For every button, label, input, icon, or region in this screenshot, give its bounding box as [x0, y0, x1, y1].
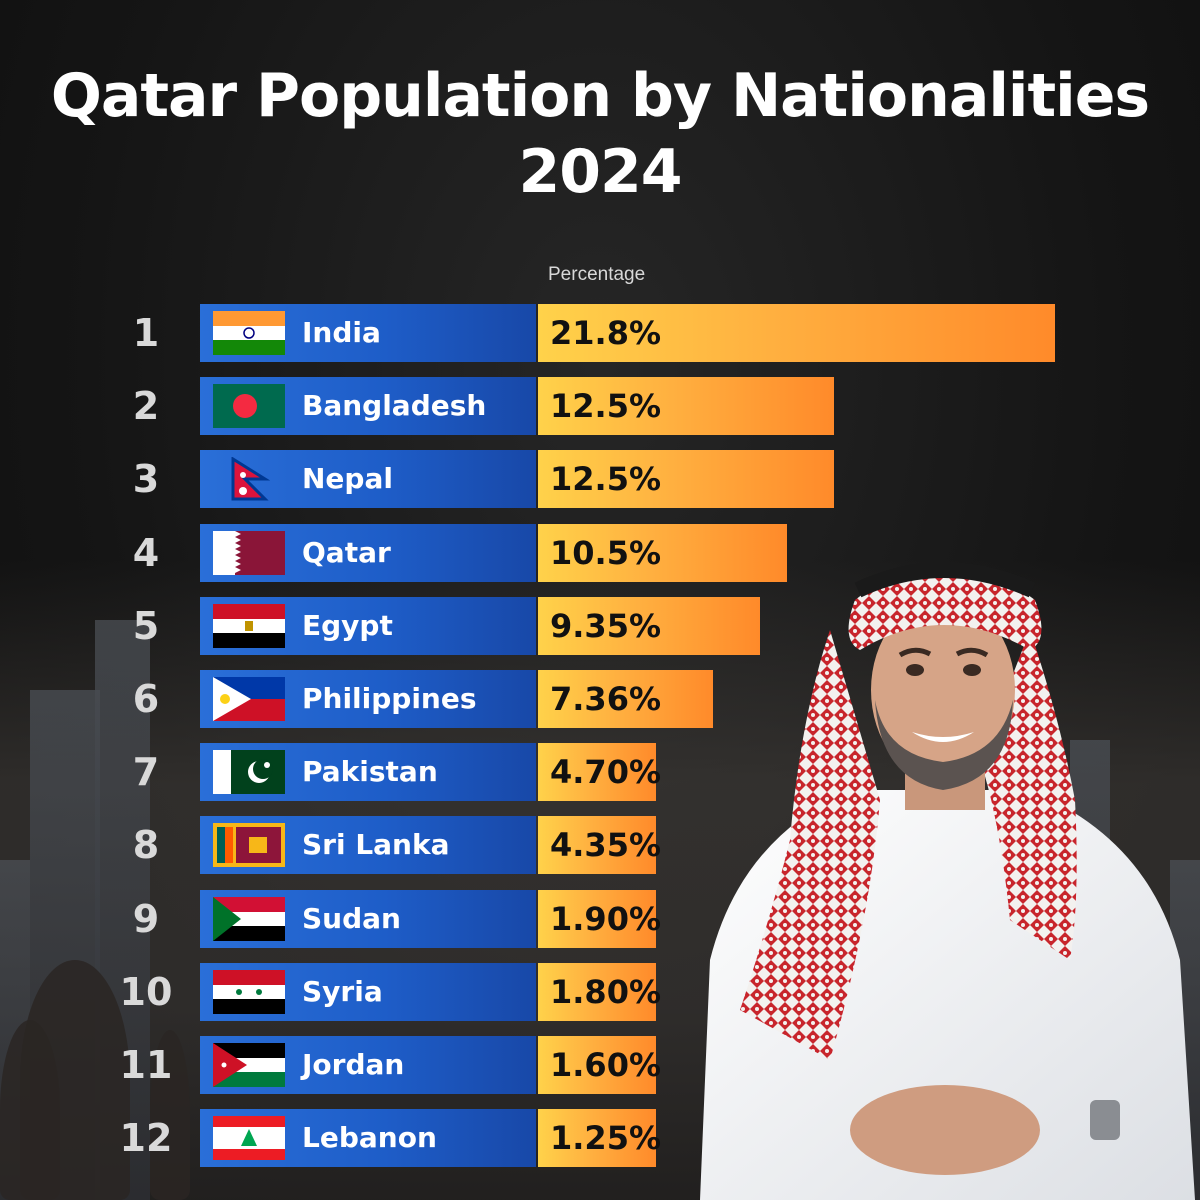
category-label: Lebanon: [302, 1121, 437, 1155]
category-label-box: Nepal: [200, 450, 536, 509]
bar: 7.36%: [538, 670, 713, 728]
category-label-box: Jordan: [200, 1036, 536, 1094]
rank-label: 6: [132, 677, 160, 721]
data-label: 12.5%: [550, 460, 662, 499]
bar: 4.70%: [538, 743, 661, 802]
jordan-flag-icon: [213, 1043, 285, 1087]
category-label-box: Qatar: [200, 523, 536, 582]
bar: 1.80%: [538, 962, 661, 1021]
category-label: Egypt: [302, 608, 393, 642]
category-label-box: Lebanon: [200, 1109, 536, 1168]
bar-row: 9 Sudan 1.90%: [0, 889, 1200, 948]
bar: 1.60%: [538, 1036, 661, 1094]
bar: 1.90%: [538, 889, 661, 948]
rank-label: 4: [132, 530, 160, 575]
category-label: Syria: [302, 974, 383, 1008]
bar-row: 5 Egypt 9.35%: [0, 596, 1200, 655]
bar-row: 11 Jordan 1.60%: [0, 1036, 1200, 1094]
data-label: 7.36%: [550, 680, 662, 718]
pakistan-flag-icon: [213, 750, 285, 795]
category-label: Sudan: [302, 901, 401, 935]
rank-label: 3: [132, 457, 160, 502]
rank-label: 9: [132, 896, 160, 941]
category-label-box: Philippines: [200, 670, 536, 728]
rank-label: 2: [132, 384, 160, 429]
bar-row: 3 Nepal 12.5%: [0, 450, 1200, 509]
bar: 12.5%: [538, 377, 835, 436]
bar: 21.8%: [538, 304, 1055, 362]
data-label: 10.5%: [550, 533, 662, 572]
data-label: 9.35%: [550, 606, 662, 645]
category-label: Nepal: [302, 462, 393, 496]
category-label: Philippines: [302, 682, 477, 715]
category-label-box: India: [200, 304, 536, 362]
rank-label: 12: [119, 1116, 173, 1161]
philippines-flag-icon: [213, 677, 285, 721]
data-label: 12.5%: [550, 387, 662, 426]
bangladesh-flag-icon: [213, 384, 285, 429]
category-label: Pakistan: [302, 755, 438, 789]
sri-lanka-flag-icon: [213, 823, 285, 868]
rank-label: 10: [119, 969, 173, 1014]
category-label-box: Egypt: [200, 596, 536, 655]
bar-row: 2 Bangladesh 12.5%: [0, 377, 1200, 436]
nepal-flag-icon: [213, 457, 285, 501]
lebanon-flag-icon: [213, 1116, 285, 1161]
syria-flag-icon: [213, 969, 285, 1014]
bar-row: 8 Sri Lanka 4.35%: [0, 816, 1200, 875]
data-label: 4.35%: [550, 826, 662, 865]
man-in-ghutra-image: [700, 562, 1195, 1200]
bar: 1.25%: [538, 1109, 661, 1168]
qatar-flag-icon: [213, 530, 285, 575]
bar: 9.35%: [538, 596, 760, 655]
bar-row: 1 India 21.8%: [0, 304, 1200, 362]
category-label: Qatar: [302, 535, 391, 569]
bar-row: 10 Syria 1.80%: [0, 962, 1200, 1021]
category-label-box: Sri Lanka: [200, 816, 536, 875]
rank-label: 1: [132, 311, 160, 355]
egypt-flag-icon: [213, 603, 285, 648]
category-label: India: [302, 316, 381, 349]
bar: 12.5%: [538, 450, 835, 509]
category-label-box: Syria: [200, 962, 536, 1021]
rank-label: 11: [119, 1043, 173, 1087]
data-label: 21.8%: [550, 314, 662, 352]
data-label: 1.25%: [550, 1119, 662, 1158]
chart-title: Qatar Population by Nationalities 2024: [50, 61, 1150, 207]
bar-row: 7 Pakistan 4.70%: [0, 743, 1200, 802]
bar-row: 4 Qatar 10.5%: [0, 523, 1200, 582]
data-label: 1.80%: [550, 972, 662, 1011]
bar-row: 12 Lebanon 1.25%: [0, 1109, 1200, 1168]
bar-row: 6 Philippines 7.36%: [0, 670, 1200, 728]
bar: 10.5%: [538, 523, 787, 582]
category-label: Sri Lanka: [302, 828, 450, 862]
bar: 4.35%: [538, 816, 661, 875]
category-label-box: Pakistan: [200, 743, 536, 802]
category-label-box: Bangladesh: [200, 377, 536, 436]
sudan-flag-icon: [213, 896, 285, 941]
data-label: 4.70%: [550, 753, 662, 792]
rank-label: 7: [132, 750, 160, 795]
data-label: 1.60%: [550, 1046, 662, 1084]
rank-label: 5: [132, 603, 160, 648]
category-label: Bangladesh: [302, 389, 487, 423]
value-axis-label: Percentage: [548, 264, 646, 285]
category-label-box: Sudan: [200, 889, 536, 948]
category-label: Jordan: [302, 1048, 405, 1081]
data-label: 1.90%: [550, 899, 662, 938]
rank-label: 8: [132, 823, 160, 868]
india-flag-icon: [213, 311, 285, 355]
